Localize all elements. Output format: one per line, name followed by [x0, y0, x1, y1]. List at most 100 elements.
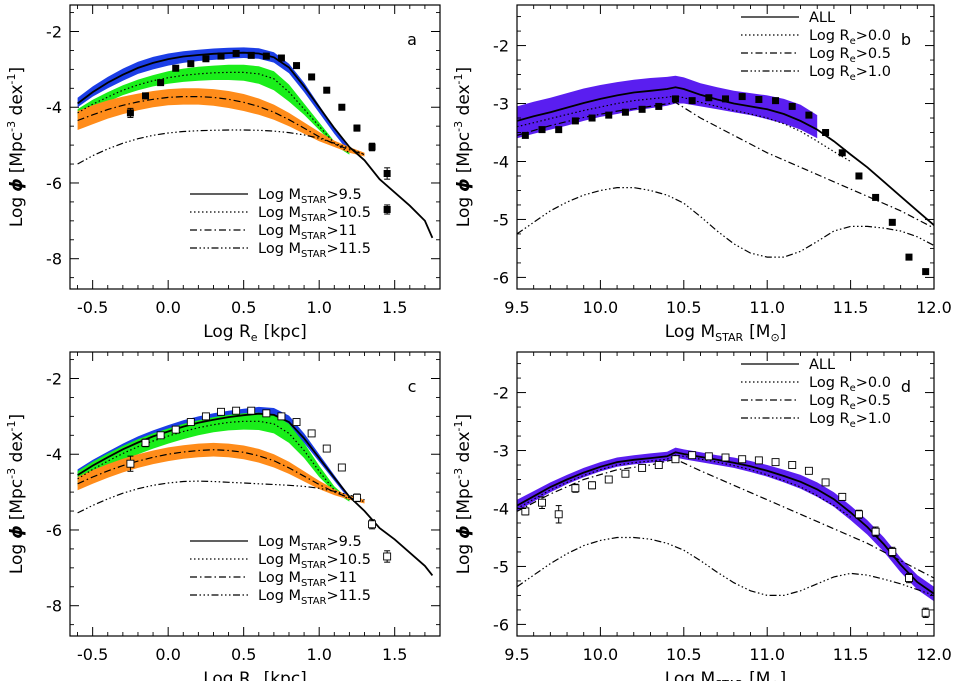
- x-axis-title-unit-end: ]: [780, 669, 787, 681]
- x-axis-title-unit-end: ]: [780, 322, 787, 342]
- data-point-20: [854, 510, 863, 519]
- panel-b: 9.5 10.0 10.5 11.0 11.5 12.0 -6 -5 -4 -3 -2 Log MST…: [452, 4, 952, 344]
- x-axis-title-unit: [M: [749, 669, 770, 681]
- data-point-11: [705, 94, 713, 102]
- y-axis-title-log: Log: [454, 544, 474, 574]
- series-line-dotted: [517, 95, 851, 163]
- y-tick-label: -2: [46, 370, 62, 389]
- data-point-5: [605, 111, 613, 119]
- legend-entry-label: ALL: [809, 10, 835, 26]
- data-point-4: [588, 481, 597, 490]
- y-axis-title: Log ϕ [Mpc-3 dex-1]: [5, 67, 27, 227]
- x-tick-label: 10.5: [666, 298, 702, 317]
- data-point-17: [804, 466, 813, 475]
- data-point-0: [521, 131, 529, 139]
- data-point-14: [755, 95, 763, 103]
- data-point-2: [156, 431, 165, 440]
- y-tick-label: -2: [493, 384, 509, 403]
- data-point-12: [722, 95, 729, 103]
- legend-entry-sub: e: [850, 383, 856, 394]
- data-point-16: [788, 461, 797, 469]
- y-tick-label: -2: [493, 37, 509, 56]
- series-line-dashdot: [517, 458, 934, 579]
- x-axis-title-sun-symbol: ⊙: [770, 678, 779, 681]
- x-axis-title-main: Log R: [203, 322, 251, 342]
- data-point-21: [871, 527, 880, 536]
- legend-entry: Log MSTAR>9.5: [258, 187, 362, 206]
- legend-entry-sub: e: [850, 401, 856, 412]
- legend-entry-label: >0.5: [856, 393, 891, 409]
- x-axis-title-sub: STAR: [715, 331, 743, 344]
- legend-entry-sub: STAR: [301, 560, 327, 571]
- data-point-14: [338, 103, 346, 111]
- y-axis-title-end: ]: [7, 414, 27, 421]
- data-point-1: [538, 498, 546, 507]
- legend-entry-prefix: Log R: [809, 46, 850, 62]
- legend-entry-sub: e: [850, 419, 856, 430]
- x-tick-label: 12.0: [916, 298, 952, 317]
- x-axis-title: Log Re [kpc]: [203, 669, 307, 681]
- data-point-18: [822, 129, 830, 137]
- data-point-8: [247, 406, 256, 415]
- y-axis-title-phi: ϕ: [454, 178, 474, 192]
- data-point-23: [905, 574, 913, 582]
- legend-entry-prefix: Log M: [258, 241, 301, 257]
- y-tick-label: -2: [46, 23, 62, 42]
- legend-entry-label: >0.5: [856, 46, 891, 62]
- data-point-15: [352, 493, 361, 502]
- data-point-17: [805, 111, 813, 119]
- data-point-3: [571, 117, 579, 125]
- plot-area: [517, 447, 934, 618]
- x-tick-label: 10.0: [583, 298, 619, 317]
- x-axis-title: Log Re [kpc]: [203, 322, 307, 344]
- data-point-16: [788, 102, 796, 110]
- data-point-11: [704, 452, 713, 461]
- data-point-3: [171, 425, 180, 434]
- plot-frame: [69, 4, 441, 290]
- legend-entry-prefix: Log R: [809, 375, 850, 391]
- legend-entry-label: >10.5: [327, 205, 371, 221]
- y-axis-title: Log ϕ [Mpc-3 dex-1]: [452, 414, 474, 574]
- y-tick-label: -5: [493, 557, 509, 576]
- legend-entry-label: >9.5: [327, 187, 362, 203]
- plot-area: [77, 47, 434, 239]
- series-line-dotted: [77, 420, 350, 501]
- data-point-10: [277, 54, 285, 62]
- data-point-24: [922, 268, 930, 276]
- legend-entry: Log Re>0.0: [809, 28, 891, 47]
- panel-label: d: [901, 377, 911, 396]
- x-axis-title-main: Log M: [665, 669, 715, 681]
- y-axis-title-sup1: -3: [5, 468, 18, 479]
- data-point-8: [655, 102, 663, 110]
- x-tick-label: 11.5: [833, 645, 869, 664]
- x-axis-title-unit: [kpc]: [264, 322, 307, 342]
- data-point-2: [555, 126, 563, 134]
- y-tick-label: -5: [493, 210, 509, 229]
- data-point-19: [838, 149, 846, 157]
- y-tick-label: -8: [46, 597, 62, 616]
- y-axis-title-mpc: [Mpc: [454, 132, 474, 173]
- y-tick-label: -4: [46, 98, 62, 117]
- data-point-20: [855, 172, 863, 180]
- data-point-1: [538, 126, 546, 134]
- legend-entry-prefix: Log M: [258, 223, 301, 239]
- x-tick-label: 0.5: [231, 298, 256, 317]
- plot-area: [517, 75, 934, 276]
- x-tick-label: 0.0: [155, 645, 180, 664]
- y-tick-label: -6: [46, 174, 62, 193]
- legend-entry: Log MSTAR>11.5: [258, 588, 371, 607]
- x-tick-label: 1.5: [382, 645, 407, 664]
- data-point-9: [671, 95, 679, 103]
- y-tick-label: -4: [493, 152, 509, 171]
- band-0: [517, 447, 934, 602]
- data-point-15: [772, 97, 780, 105]
- data-point-4: [186, 418, 195, 427]
- x-tick-label: 1.0: [306, 645, 331, 664]
- data-point-1: [141, 438, 150, 447]
- y-axis-title-log: Log: [7, 544, 27, 574]
- data-point-3: [571, 484, 580, 493]
- x-tick-label: 9.5: [504, 645, 529, 664]
- legend-entry-label: ALL: [809, 357, 835, 373]
